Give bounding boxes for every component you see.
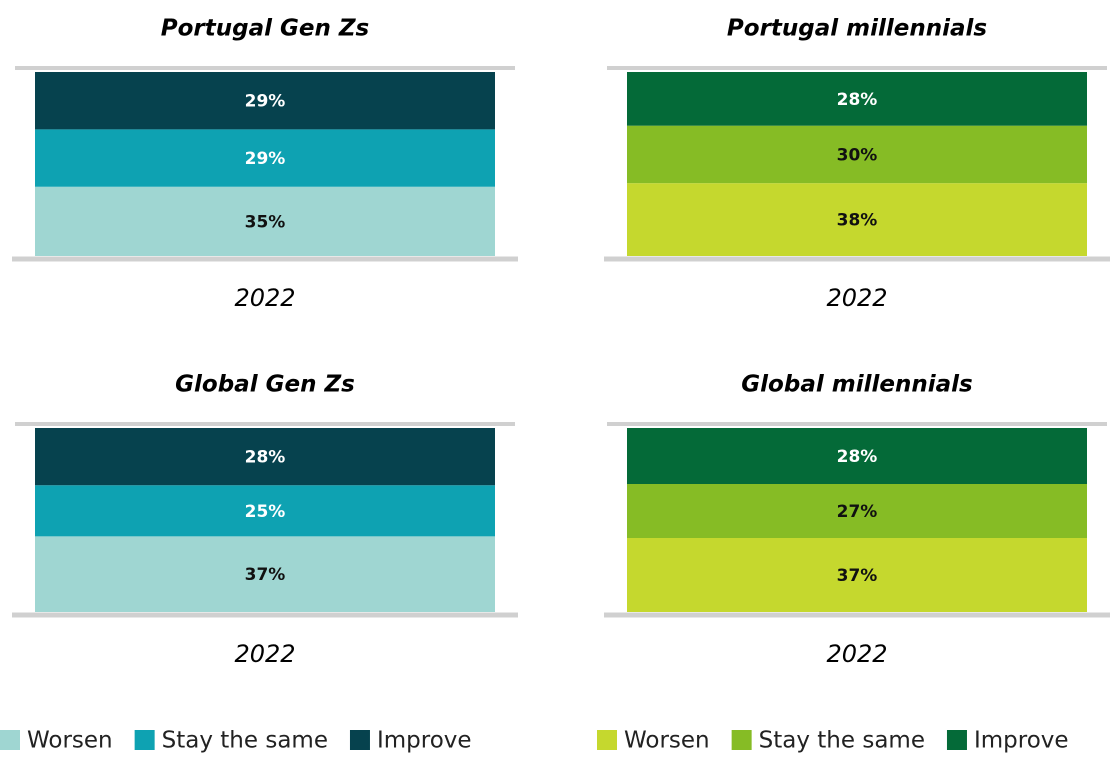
bar-segment bbox=[35, 186, 495, 256]
legend-swatch bbox=[0, 730, 20, 750]
legend-swatch bbox=[134, 730, 155, 750]
legend-label: Worsen bbox=[27, 728, 113, 754]
legend-swatch bbox=[597, 730, 617, 750]
x-tick-label: 2022 bbox=[234, 640, 295, 668]
x-tick-label: 2022 bbox=[826, 640, 887, 668]
bar-segment bbox=[627, 183, 1087, 256]
legend-label: Stay the same bbox=[759, 728, 925, 754]
bar-segment bbox=[627, 484, 1087, 538]
value-label: 27% bbox=[837, 502, 878, 522]
bar-segment bbox=[627, 428, 1087, 484]
chart-title: Portugal Gen Zs bbox=[161, 16, 369, 42]
bar-segment bbox=[35, 536, 495, 612]
value-label: 35% bbox=[245, 212, 286, 232]
value-label: 37% bbox=[837, 566, 878, 586]
value-label: 38% bbox=[837, 211, 878, 231]
legend-label: Improve bbox=[377, 728, 472, 754]
value-label: 29% bbox=[245, 92, 286, 112]
legend-label: Stay the same bbox=[162, 728, 328, 754]
legend-swatch bbox=[946, 730, 967, 750]
value-label: 28% bbox=[837, 447, 878, 467]
bar-segment bbox=[35, 428, 495, 486]
chart-title: Global millennials bbox=[741, 372, 972, 398]
bar-segment bbox=[35, 129, 495, 187]
x-tick-label: 2022 bbox=[234, 284, 295, 312]
value-label: 28% bbox=[837, 90, 878, 110]
value-label: 30% bbox=[837, 145, 878, 165]
value-label: 29% bbox=[245, 149, 286, 169]
value-label: 37% bbox=[245, 565, 286, 585]
legend-label: Improve bbox=[974, 728, 1069, 754]
bar-segment bbox=[35, 485, 495, 537]
bar-segment bbox=[627, 72, 1087, 126]
bar-segment bbox=[35, 72, 495, 130]
legend-swatch bbox=[349, 730, 370, 750]
value-label: 25% bbox=[245, 502, 286, 522]
legend-swatch bbox=[731, 730, 752, 750]
legend-label: Worsen bbox=[624, 728, 710, 754]
bar-segment bbox=[627, 125, 1087, 184]
chart-title: Portugal millennials bbox=[727, 16, 987, 42]
value-label: 28% bbox=[245, 448, 286, 468]
bar-segment bbox=[627, 538, 1087, 612]
x-tick-label: 2022 bbox=[826, 284, 887, 312]
chart-title: Global Gen Zs bbox=[175, 372, 355, 398]
